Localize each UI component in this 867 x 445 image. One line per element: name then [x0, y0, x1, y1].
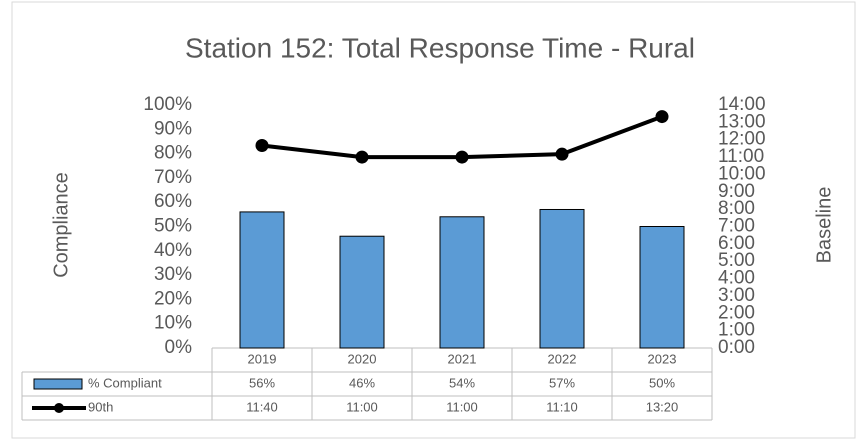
y-tick-label: 100%	[143, 94, 192, 115]
y-tick-label: 20%	[154, 288, 192, 309]
y2-tick-label: 8:00	[718, 198, 755, 219]
y-tick-label: 30%	[154, 264, 192, 285]
x-tick-label: 2020	[348, 351, 377, 366]
chart-border	[11, 1, 856, 439]
data-label: 46%	[349, 375, 375, 390]
y2-tick-label: 4:00	[718, 268, 755, 289]
y-tick-label: 40%	[154, 240, 192, 261]
y-tick-label: 0%	[165, 337, 193, 358]
bar	[539, 208, 585, 349]
y2-tick-label: 7:00	[718, 216, 755, 237]
bar	[339, 235, 385, 349]
y-axis-title: Compliance	[50, 172, 72, 278]
line-marker	[455, 150, 469, 164]
y2-tick-label: 9:00	[718, 181, 755, 202]
data-label: 57%	[549, 375, 575, 390]
y-tick-label: 60%	[154, 191, 192, 212]
data-label: 11:00	[346, 399, 378, 414]
y2-tick-label: 5:00	[718, 250, 755, 271]
bar	[439, 216, 485, 349]
bar	[239, 211, 285, 349]
x-tick-label: 2023	[648, 351, 677, 366]
y2-tick-label: 3:00	[718, 285, 755, 306]
y2-tick-label: 2:00	[718, 302, 755, 323]
y-tick-label: 70%	[154, 167, 192, 188]
line-marker	[255, 139, 269, 152]
x-tick-label: 2022	[548, 351, 577, 366]
y2-tick-label: 14:00	[718, 94, 766, 115]
line-marker	[555, 147, 569, 161]
y-tick-label: 50%	[154, 216, 192, 237]
legend-swatch	[33, 378, 83, 390]
y2-axis-title: Baseline	[813, 187, 835, 264]
data-label: 11:10	[546, 399, 578, 414]
y-tick-label: 90%	[154, 118, 192, 139]
y-tick-label: 80%	[154, 143, 192, 164]
data-label: 54%	[449, 375, 475, 390]
legend-label: % Compliant	[88, 375, 162, 390]
y2-tick-label: 12:00	[718, 129, 766, 150]
bar	[639, 226, 685, 349]
line-marker	[355, 150, 369, 164]
y2-tick-label: 10:00	[718, 163, 766, 184]
y2-tick-label: 11:00	[718, 146, 764, 167]
data-label: 50%	[649, 375, 675, 390]
legend-marker	[54, 403, 64, 413]
y2-tick-label: 6:00	[718, 233, 755, 254]
x-tick-label: 2021	[448, 351, 477, 366]
data-label: 11:00	[446, 399, 478, 414]
legend-label: 90th	[88, 399, 113, 414]
data-label: 56%	[249, 375, 275, 390]
data-label: 13:20	[646, 399, 679, 414]
y2-tick-label: 0:00	[718, 337, 755, 358]
chart-title: Station 152: Total Response Time - Rural	[185, 32, 695, 63]
y2-tick-label: 13:00	[718, 111, 766, 132]
x-tick-label: 2019	[248, 351, 277, 366]
y-tick-label: 10%	[154, 313, 192, 334]
y2-tick-label: 1:00	[718, 320, 755, 341]
line-marker	[655, 110, 669, 124]
data-label: 11:40	[246, 399, 278, 414]
